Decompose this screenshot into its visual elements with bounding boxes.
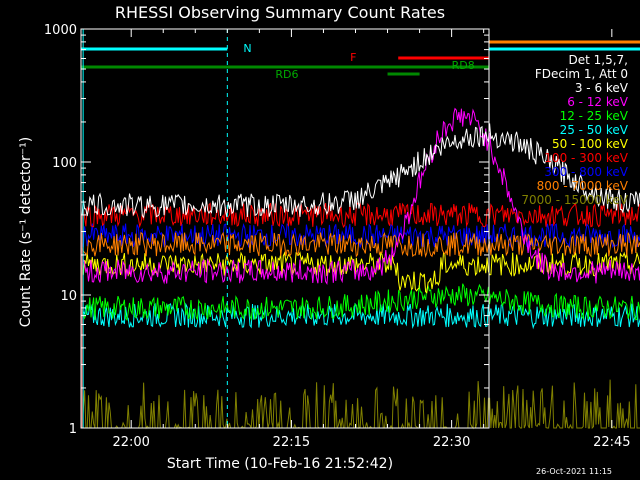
x-axis-label: Start Time (10-Feb-16 21:52:42) bbox=[167, 456, 393, 472]
legend-entry: 50 - 100 keV bbox=[552, 137, 629, 151]
legend-entry: 7000 - 15000 keV bbox=[521, 193, 628, 207]
legend-header-decim: FDecim 1, Att 0 bbox=[535, 67, 628, 81]
n-flag-label: N bbox=[243, 42, 251, 55]
series-line-100-300keV bbox=[81, 201, 640, 229]
rd6-flag-label: RD6 bbox=[275, 68, 298, 81]
series-line-300-800keV bbox=[81, 223, 640, 249]
plot-frame bbox=[80, 28, 490, 429]
footer-timestamp: 26-Oct-2021 11:15 bbox=[536, 467, 612, 476]
legend-entry: 800 - 7000 keV bbox=[537, 179, 629, 193]
series-line-3-6keV bbox=[81, 123, 640, 219]
legend-entry: 25 - 50 keV bbox=[560, 123, 629, 137]
legend-entry: 3 - 6 keV bbox=[575, 81, 629, 95]
y-axis-label: Count Rate (s⁻¹ detector⁻¹) bbox=[18, 137, 34, 327]
chart-title: RHESSI Observing Summary Count Rates bbox=[115, 3, 445, 22]
legend-entry: 12 - 25 keV bbox=[560, 109, 629, 123]
y-tick-label: 10 bbox=[60, 289, 77, 304]
series-line-800-7000keV bbox=[81, 231, 640, 258]
x-tick-label: 22:30 bbox=[433, 435, 470, 450]
rd8-flag-label: RD8 bbox=[452, 59, 475, 72]
y-tick-label: 100 bbox=[52, 156, 77, 171]
legend-header-detectors: Det 1,5,7, bbox=[569, 53, 629, 67]
x-tick-label: 22:00 bbox=[112, 435, 149, 450]
f-flag-label: F bbox=[350, 51, 356, 64]
series-line-12-25keV bbox=[81, 283, 640, 322]
legend-entry: 300 - 800 keV bbox=[544, 165, 628, 179]
y-tick-label: 1000 bbox=[44, 23, 77, 38]
legend-entry: 6 - 12 keV bbox=[567, 95, 629, 109]
series-line-6-12keV bbox=[81, 107, 640, 285]
x-tick-label: 22:15 bbox=[273, 435, 310, 450]
x-tick-label: 22:45 bbox=[593, 435, 630, 450]
legend-entry: 100 - 300 keV bbox=[544, 151, 628, 165]
y-tick-label: 1 bbox=[69, 422, 77, 437]
